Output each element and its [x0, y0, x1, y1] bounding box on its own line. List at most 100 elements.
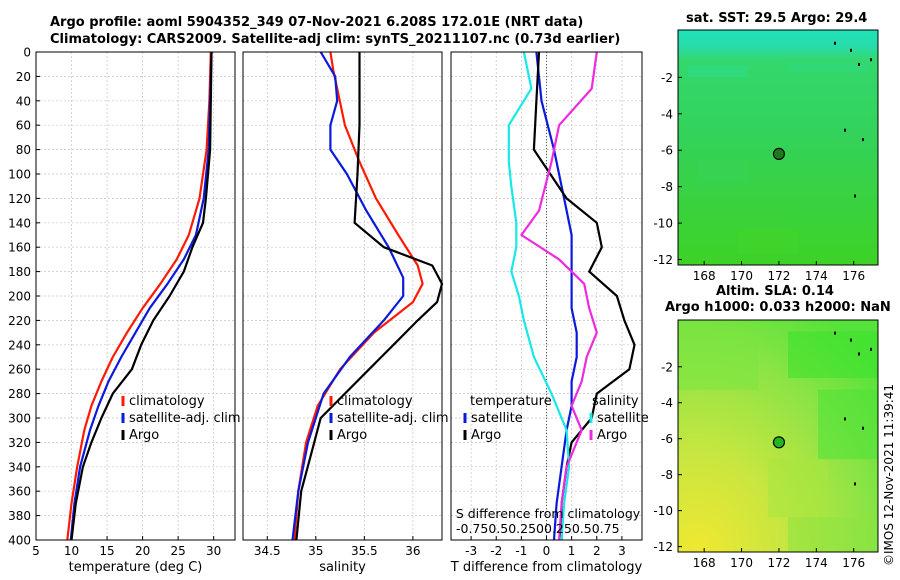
- sal-series-argo: [295, 52, 444, 541]
- temp-ytick-label: 400: [8, 534, 31, 548]
- sal-xtick-label: 35.5: [351, 544, 378, 558]
- sst-ytick-label: -4: [661, 107, 673, 121]
- sla-map-frame: [677, 319, 879, 553]
- sal-xlabel: salinity: [319, 560, 366, 575]
- sal-series-climatology: [293, 51, 424, 541]
- temp-ytick-label: 380: [8, 509, 31, 523]
- sla-island-speck: [858, 352, 860, 356]
- sla-map-title-line2: Argo h1000: 0.033 h2000: NaN: [665, 300, 891, 315]
- temp-xtick-label: 15: [99, 544, 114, 558]
- temp-ytick-label: 280: [8, 387, 31, 401]
- sla-map-patch: [788, 331, 878, 378]
- diff-top-xlabel: S difference from climatology: [456, 506, 641, 521]
- diff-xtick-label: -1: [515, 544, 527, 558]
- temp-legend-label: Argo: [129, 428, 159, 443]
- sla-ytick-label: -8: [661, 468, 673, 482]
- sla-xtick-label: 172: [767, 556, 790, 570]
- diff-xtick-label: -2: [490, 544, 502, 558]
- sst-xtick-label: 174: [805, 269, 828, 283]
- sla-map-patch: [818, 389, 878, 460]
- diff-series-s-argo: [520, 51, 598, 541]
- figure-title-line2: Climatology: CARS2009. Satellite-adj cli…: [50, 32, 621, 47]
- diff-legend-title-temperature: temperature: [470, 394, 552, 409]
- sst-island-speck: [844, 128, 846, 132]
- sst-island-speck: [850, 48, 852, 52]
- temp-ytick-label: 160: [8, 241, 31, 255]
- diff-xtick-label: 0: [543, 544, 551, 558]
- sla-island-speck: [854, 482, 856, 486]
- diff-series-t-satellite: [535, 51, 578, 541]
- sst-map-patch: [688, 65, 748, 77]
- sst-map-title: sat. SST: 29.5 Argo: 29.4: [686, 11, 868, 26]
- temp-ytick-label: 40: [16, 94, 31, 108]
- temp-xtick-label: 10: [64, 544, 79, 558]
- diff-sal-legend-label: satellite: [597, 411, 649, 426]
- sst-island-speck: [862, 138, 864, 142]
- temp-series-satellite-adj-clim: [69, 51, 213, 541]
- sst-ytick-label: -6: [661, 144, 673, 158]
- sal-series-satellite-adj-clim: [291, 51, 405, 541]
- sla-map-patch: [788, 517, 868, 552]
- temp-ytick-label: 60: [16, 119, 31, 133]
- temp-ytick-label: 360: [8, 485, 31, 499]
- sla-xtick-label: 170: [730, 556, 753, 570]
- temp-xtick-label: 25: [171, 544, 186, 558]
- temp-ytick-label: 140: [8, 216, 31, 230]
- sla-map-patch: [768, 459, 828, 518]
- sal-xtick-label: 35: [308, 544, 323, 558]
- sst-xtick-label: 168: [693, 269, 716, 283]
- temp-series-argo: [70, 51, 213, 541]
- sla-island-speck: [870, 347, 872, 351]
- diff-xtick-label: 3: [618, 544, 626, 558]
- sla-xtick-label: 176: [842, 556, 865, 570]
- diff-temp-legend-label: Argo: [471, 428, 501, 443]
- diff-top-tick-labels: -0.750.50.2500.250.50.75: [456, 521, 620, 536]
- temp-ytick-label: 80: [16, 143, 31, 157]
- sst-ytick-label: -2: [661, 71, 673, 85]
- diff-sal-legend-label: Argo: [597, 428, 627, 443]
- sst-ytick-label: -8: [661, 180, 673, 194]
- sla-ytick-label: -10: [653, 504, 673, 518]
- sla-island-speck: [844, 417, 846, 421]
- diff-xtick-label: 2: [593, 544, 601, 558]
- sla-island-speck: [862, 426, 864, 430]
- sst-island-speck: [834, 41, 836, 45]
- temp-legend-label: climatology: [129, 394, 205, 409]
- temp-xtick-label: 30: [206, 544, 221, 558]
- sst-argo-marker: [772, 147, 786, 160]
- sla-ytick-label: -2: [661, 360, 673, 374]
- sst-xtick-label: 172: [767, 269, 790, 283]
- temp-legend-label: satellite-adj. clim: [129, 411, 241, 426]
- sst-xtick-label: 170: [730, 269, 753, 283]
- diff-series-s-satellite: [507, 51, 571, 541]
- figure-title-line1: Argo profile: aoml 5904352_349 07-Nov-20…: [50, 15, 584, 30]
- diff-temp-legend-label: satellite: [471, 411, 523, 426]
- sst-island-speck: [854, 194, 856, 198]
- sal-legend-label: climatology: [337, 394, 413, 409]
- sst-xtick-label: 176: [842, 269, 865, 283]
- sal-xtick-label: 34.5: [254, 544, 281, 558]
- temp-ytick-label: 0: [23, 46, 31, 60]
- sst-ytick-label: -12: [653, 253, 673, 267]
- temp-ytick-label: 260: [8, 363, 31, 377]
- sst-island-speck: [858, 62, 860, 66]
- sal-legend-label: Argo: [337, 428, 367, 443]
- sst-map-patch: [798, 194, 858, 223]
- diff-legend-title-salinity: salinity: [592, 394, 639, 409]
- sst-ytick-label: -10: [653, 217, 673, 231]
- sst-map-patch: [788, 62, 868, 73]
- temp-ytick-label: 320: [8, 436, 31, 450]
- temp-ytick-label: 200: [8, 290, 31, 304]
- temp-ytick-label: 120: [8, 192, 31, 206]
- sla-ytick-label: -4: [661, 396, 673, 410]
- temp-xtick-label: 5: [32, 544, 40, 558]
- temp-xlabel: temperature (deg C): [69, 560, 203, 575]
- temp-xtick-label: 20: [135, 544, 150, 558]
- sal-legend-label: satellite-adj. clim: [337, 411, 449, 426]
- temp-ytick-label: 100: [8, 168, 31, 182]
- diff-xtick-label: 1: [568, 544, 576, 558]
- sst-map-frame: [677, 29, 879, 266]
- temp-ytick-label: 180: [8, 265, 31, 279]
